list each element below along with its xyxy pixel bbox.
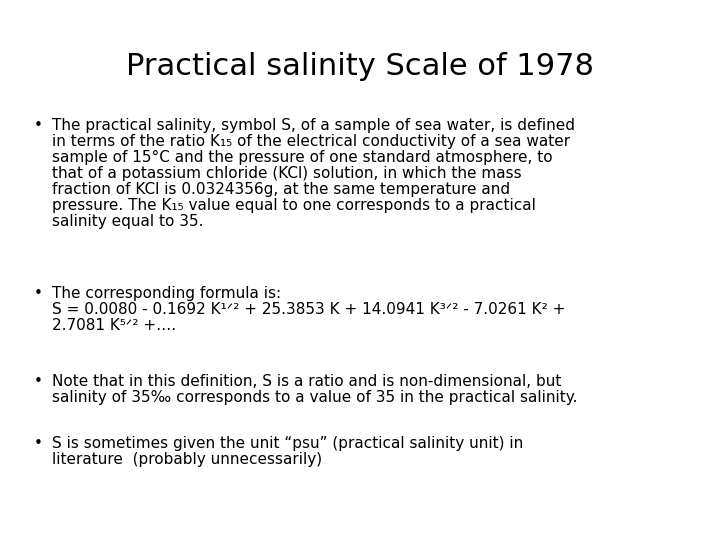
Text: •: • xyxy=(34,436,43,451)
Text: 2.7081 K⁵ᐟ² +….: 2.7081 K⁵ᐟ² +…. xyxy=(52,318,176,333)
Text: •: • xyxy=(34,118,43,133)
Text: •: • xyxy=(34,286,43,301)
Text: S = 0.0080 - 0.1692 K¹ᐟ² + 25.3853 K + 14.0941 K³ᐟ² - 7.0261 K² +: S = 0.0080 - 0.1692 K¹ᐟ² + 25.3853 K + 1… xyxy=(52,302,565,317)
Text: sample of 15°C and the pressure of one standard atmosphere, to: sample of 15°C and the pressure of one s… xyxy=(52,150,553,165)
Text: S is sometimes given the unit “psu” (practical salinity unit) in: S is sometimes given the unit “psu” (pra… xyxy=(52,436,523,451)
Text: The practical salinity, symbol S, of a sample of sea water, is defined: The practical salinity, symbol S, of a s… xyxy=(52,118,575,133)
Text: literature  (probably unnecessarily): literature (probably unnecessarily) xyxy=(52,452,322,467)
Text: Practical salinity Scale of 1978: Practical salinity Scale of 1978 xyxy=(126,52,594,81)
Text: The corresponding formula is:: The corresponding formula is: xyxy=(52,286,281,301)
Text: •: • xyxy=(34,374,43,389)
Text: Note that in this definition, S is a ratio and is non-dimensional, but: Note that in this definition, S is a rat… xyxy=(52,374,562,389)
Text: pressure. The K₁₅ value equal to one corresponds to a practical: pressure. The K₁₅ value equal to one cor… xyxy=(52,198,536,213)
Text: fraction of KCl is 0.0324356g, at the same temperature and: fraction of KCl is 0.0324356g, at the sa… xyxy=(52,182,510,197)
Text: in terms of the ratio K₁₅ of the electrical conductivity of a sea water: in terms of the ratio K₁₅ of the electri… xyxy=(52,134,570,149)
Text: salinity of 35‰ corresponds to a value of 35 in the practical salinity.: salinity of 35‰ corresponds to a value o… xyxy=(52,390,577,405)
Text: salinity equal to 35.: salinity equal to 35. xyxy=(52,214,204,229)
Text: that of a potassium chloride (KCl) solution, in which the mass: that of a potassium chloride (KCl) solut… xyxy=(52,166,521,181)
